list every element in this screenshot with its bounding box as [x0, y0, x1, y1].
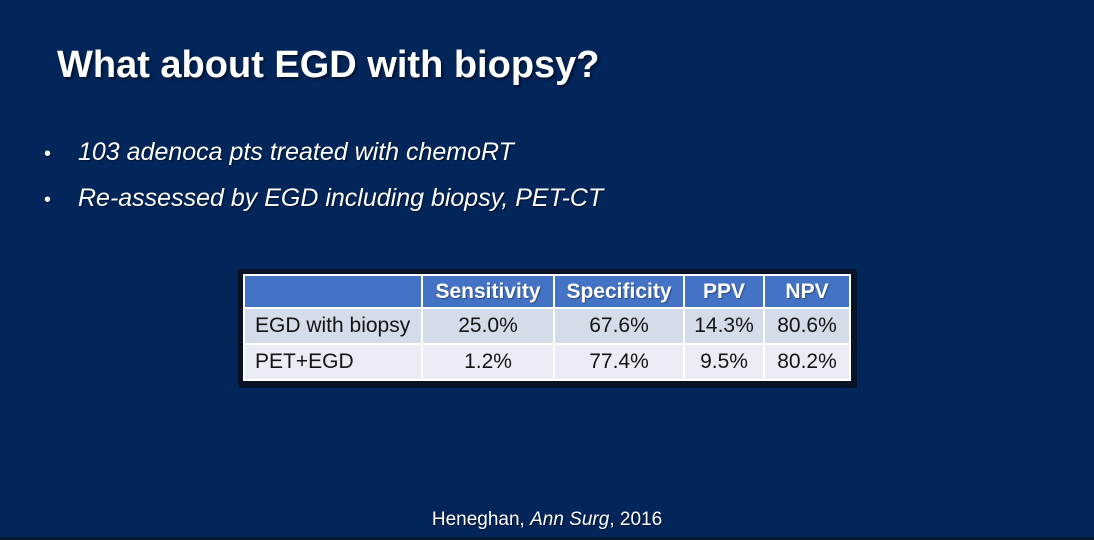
table-row-egd-with-biopsy: EGD with biopsy 25.0% 67.6% 14.3% 80.6% — [245, 309, 849, 343]
citation-author: Heneghan, — [431, 509, 531, 530]
row-label: EGD with biopsy — [245, 309, 421, 343]
cell-specificity: 67.6% — [555, 309, 683, 343]
results-table: Sensitivity Specificity PPV NPV EGD with… — [243, 274, 851, 381]
cell-sensitivity: 25.0% — [423, 309, 553, 343]
bullet-icon: • — [44, 143, 52, 165]
table-header-npv: NPV — [765, 276, 849, 307]
table-row-pet-egd: PET+EGD 1.2% 77.4% 9.5% 80.2% — [245, 345, 849, 379]
bullet-icon: • — [44, 189, 52, 211]
cell-sensitivity: 1.2% — [423, 345, 553, 379]
bullet-text: 103 adenoca pts treated with chemoRT — [78, 138, 514, 166]
bullet-text: Re-assessed by EGD including biopsy, PET… — [78, 184, 604, 212]
table-header-ppv: PPV — [685, 276, 763, 307]
cell-ppv: 9.5% — [685, 345, 763, 379]
cell-specificity: 77.4% — [555, 345, 683, 379]
cell-ppv: 14.3% — [685, 309, 763, 343]
citation-journal: Ann Surg — [530, 509, 610, 530]
bullet-item: • Re-assessed by EGD including biopsy, P… — [44, 184, 603, 213]
table-header-specificity: Specificity — [555, 276, 683, 307]
row-label: PET+EGD — [245, 345, 421, 379]
results-table-container: Sensitivity Specificity PPV NPV EGD with… — [238, 269, 856, 386]
citation: Heneghan, Ann Surg, 2016 — [0, 509, 1094, 531]
table-header-sensitivity: Sensitivity — [423, 276, 553, 307]
bullet-item: • 103 adenoca pts treated with chemoRT — [44, 138, 603, 167]
cell-npv: 80.6% — [765, 309, 849, 343]
citation-year: , 2016 — [609, 509, 663, 530]
bullet-list: • 103 adenoca pts treated with chemoRT •… — [44, 138, 603, 230]
table-header-empty — [245, 276, 421, 307]
table-header-row: Sensitivity Specificity PPV NPV — [245, 276, 849, 307]
cell-npv: 80.2% — [765, 345, 849, 379]
slide-title: What about EGD with biopsy? — [57, 44, 600, 86]
